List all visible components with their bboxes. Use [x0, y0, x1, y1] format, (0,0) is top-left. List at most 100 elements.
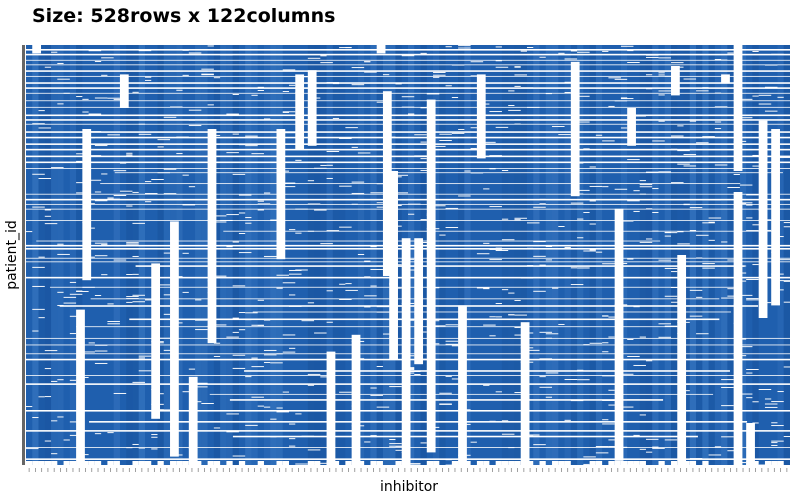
missing-cell [777, 236, 784, 238]
missing-cell [238, 461, 246, 465]
missing-cell [752, 165, 765, 167]
missing-cell [683, 78, 697, 80]
missing-cell [138, 133, 152, 135]
missing-cell [558, 461, 565, 465]
heatmap-column-shade [714, 45, 722, 465]
missing-cell [144, 299, 158, 301]
missing-cell [382, 196, 390, 198]
missing-cell [583, 211, 590, 213]
missing-cell [520, 361, 534, 363]
missing-cell [614, 348, 621, 350]
missing-cell [351, 192, 365, 194]
missing-cell [263, 319, 271, 321]
missing-cell [639, 448, 646, 450]
missing-cell [226, 152, 239, 154]
missing-cell [132, 91, 139, 93]
missing-row-stripe [26, 123, 790, 125]
heatmap-column-shade [226, 45, 233, 465]
missing-cell [389, 225, 402, 227]
missing-cell [263, 354, 277, 356]
missing-cell [26, 231, 33, 233]
missing-cell [232, 317, 239, 319]
missing-cell [69, 315, 83, 317]
missing-cell [614, 304, 628, 306]
missing-cell [433, 145, 446, 147]
missing-cell [539, 358, 553, 360]
missing-cell [69, 379, 77, 381]
missing-cell [176, 136, 189, 138]
missing-cell [608, 77, 621, 79]
missing-cell [608, 105, 615, 107]
missing-cell [445, 227, 459, 228]
missing-cell [188, 448, 196, 449]
heatmap-column-shade [508, 45, 515, 465]
missing-cell [589, 249, 596, 251]
heatmap-column-shade [433, 45, 440, 465]
missing-cell [282, 132, 296, 134]
missing-row-stripe [36, 240, 661, 242]
missing-cell [289, 229, 296, 231]
missing-cell [63, 302, 77, 304]
missing-cell [201, 74, 214, 76]
missing-cell [764, 302, 772, 304]
missing-cell [721, 241, 728, 243]
missing-cell [514, 217, 527, 219]
heatmap-column-shade [270, 45, 277, 465]
missing-cell [408, 203, 421, 205]
missing-cell [614, 384, 628, 385]
missing-cell [758, 94, 772, 96]
missing-cell [677, 321, 690, 323]
missing-cell [752, 51, 759, 53]
missing-cell [182, 174, 189, 176]
missing-cell [658, 323, 672, 325]
missing-cell [207, 104, 214, 106]
heatmap-column-shade [126, 45, 133, 465]
missing-cell [627, 399, 640, 401]
missing-cell [777, 461, 784, 465]
missing-row-stripe [252, 311, 732, 313]
missing-row-stripe [26, 92, 790, 94]
missing-cell [645, 56, 659, 58]
missing-cell [213, 461, 221, 465]
missing-cell [771, 87, 778, 89]
missing-cell [514, 219, 521, 221]
missing-cell [696, 296, 703, 298]
missing-cell [132, 294, 145, 296]
missing-cell [351, 67, 365, 69]
missing-cell [664, 75, 678, 77]
missing-cell [439, 234, 446, 236]
missing-cell [727, 288, 734, 290]
missing-cell [176, 276, 183, 278]
missing-cell [401, 352, 408, 354]
missing-cell [69, 333, 77, 335]
missing-cell [714, 121, 722, 123]
missing-cell [351, 358, 365, 360]
heatmap-column-shade [552, 45, 559, 465]
missing-cell [119, 190, 133, 192]
missing-cell [677, 163, 690, 165]
missing-cell [664, 439, 678, 441]
missing-cell [282, 91, 290, 93]
missing-cell [276, 353, 283, 355]
missing-cell [639, 461, 646, 465]
missing-cell [395, 174, 408, 176]
missing-cell [458, 461, 465, 465]
missing-cell [138, 355, 152, 357]
missing-cell [188, 52, 202, 54]
missing-cell [727, 450, 740, 452]
missing-cell [508, 461, 515, 465]
missing-cell [76, 153, 89, 155]
missing-row-stripe [26, 148, 790, 151]
missing-cell [633, 115, 646, 117]
missing-cell [602, 263, 615, 265]
missing-cell [163, 349, 177, 351]
missing-cell [426, 214, 434, 216]
missing-cell [107, 134, 120, 136]
missing-cell [251, 366, 264, 368]
x-axis-label: inhibitor [380, 479, 438, 494]
missing-cell [420, 52, 427, 54]
missing-cell [132, 255, 139, 257]
missing-cell [245, 217, 252, 219]
missing-cell [433, 74, 446, 76]
missing-cell [539, 461, 546, 465]
